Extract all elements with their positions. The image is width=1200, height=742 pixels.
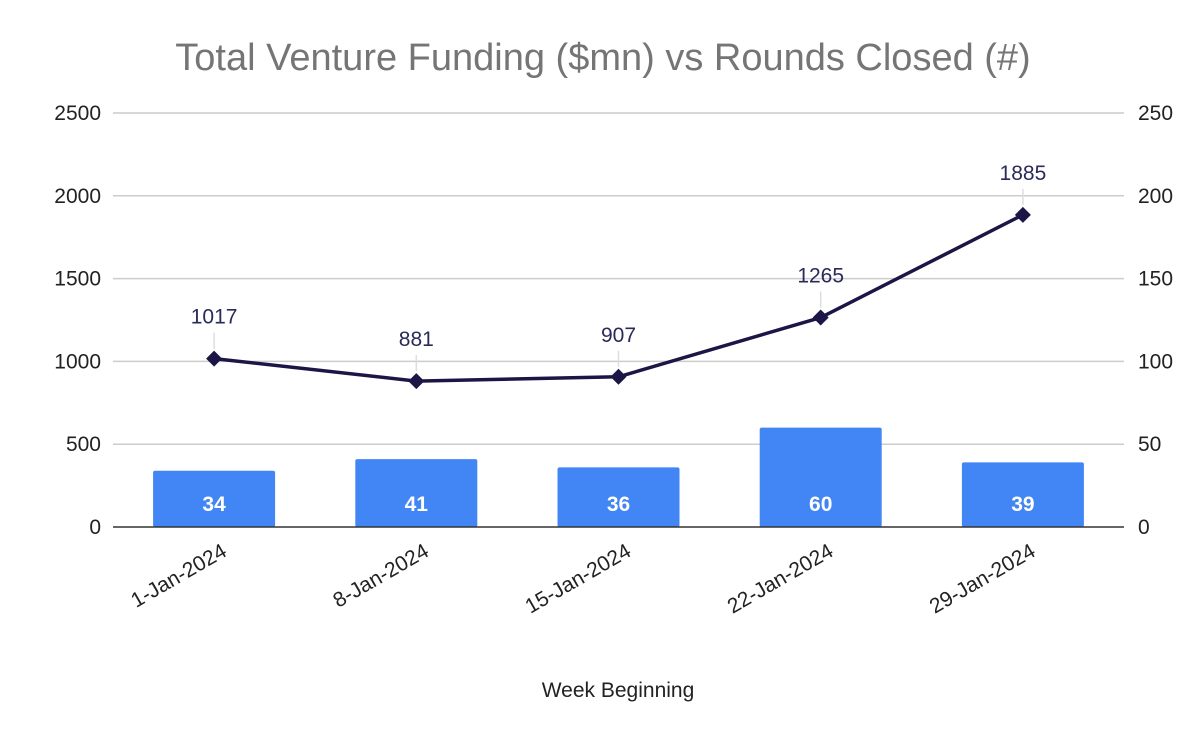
left-axis-ticks: 0 500 1000 1500 2000 2500 bbox=[54, 102, 101, 539]
line-point bbox=[610, 368, 627, 385]
right-tick-label: 250 bbox=[1138, 102, 1173, 125]
bar-data-label: 41 bbox=[405, 493, 429, 516]
bar bbox=[961, 462, 1084, 527]
bar bbox=[355, 459, 478, 527]
line-point bbox=[1014, 206, 1031, 223]
bar-series: 34 41 36 60 39 bbox=[153, 427, 1084, 527]
left-tick-label: 0 bbox=[89, 516, 101, 539]
x-axis-label: Week Beginning bbox=[542, 679, 695, 702]
line-point bbox=[408, 373, 425, 390]
right-tick-label: 200 bbox=[1138, 185, 1173, 208]
right-tick-label: 150 bbox=[1138, 268, 1173, 291]
left-tick-label: 2500 bbox=[54, 102, 101, 125]
x-tick-label: 22-Jan-2024 bbox=[724, 539, 838, 618]
right-tick-label: 100 bbox=[1138, 350, 1173, 373]
line-point bbox=[812, 309, 829, 326]
right-axis-ticks: 0 50 100 150 200 250 bbox=[1138, 102, 1173, 539]
bar bbox=[153, 470, 276, 527]
left-tick-label: 1000 bbox=[54, 350, 101, 373]
gridlines bbox=[113, 112, 1124, 445]
line-series: 1017 881 907 1265 1885 bbox=[191, 162, 1047, 390]
right-tick-label: 0 bbox=[1138, 516, 1150, 539]
bar bbox=[759, 427, 882, 527]
line-point bbox=[206, 350, 223, 367]
left-tick-label: 2000 bbox=[54, 185, 101, 208]
line-data-label: 1885 bbox=[1000, 162, 1047, 185]
bar-data-label: 60 bbox=[809, 493, 832, 516]
line-data-label: 881 bbox=[399, 328, 434, 351]
right-tick-label: 50 bbox=[1138, 433, 1161, 456]
line-data-label: 1017 bbox=[191, 306, 238, 329]
x-tick-label: 8-Jan-2024 bbox=[329, 539, 433, 612]
bar-data-label: 36 bbox=[607, 493, 630, 516]
bar-data-label: 34 bbox=[202, 493, 226, 516]
x-axis-ticks: 1-Jan-2024 8-Jan-2024 15-Jan-2024 22-Jan-20… bbox=[127, 539, 1040, 618]
line-data-label: 907 bbox=[601, 324, 636, 347]
bar bbox=[557, 467, 680, 527]
line-data-label: 1265 bbox=[797, 265, 844, 288]
x-tick-label: 15-Jan-2024 bbox=[521, 539, 635, 618]
chart-title: Total Venture Funding ($mn) vs Rounds Cl… bbox=[175, 37, 1030, 79]
bar-data-label: 39 bbox=[1011, 493, 1034, 516]
x-tick-label: 1-Jan-2024 bbox=[127, 539, 231, 612]
left-tick-label: 1500 bbox=[54, 268, 101, 291]
left-tick-label: 500 bbox=[66, 433, 101, 456]
x-tick-label: 29-Jan-2024 bbox=[926, 539, 1040, 618]
